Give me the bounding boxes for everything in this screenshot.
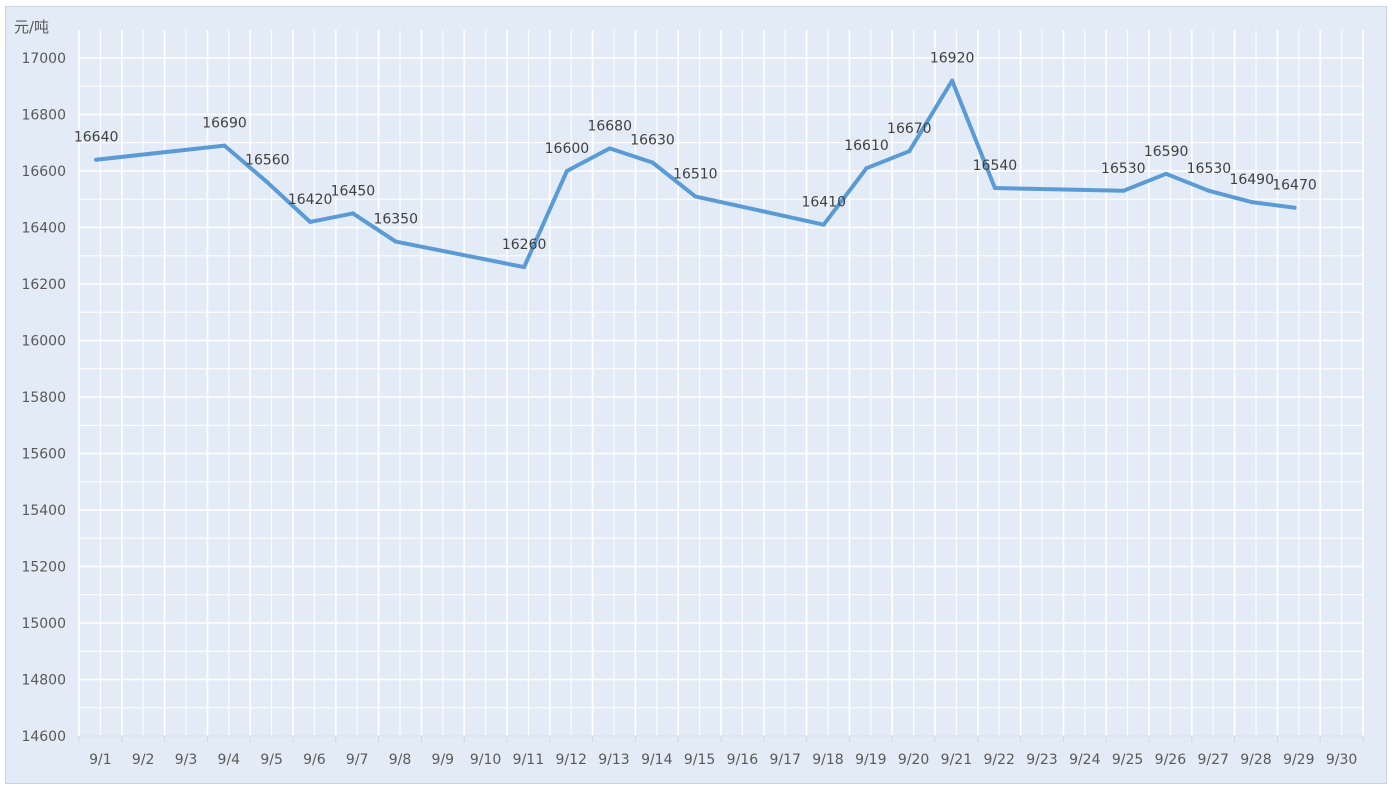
x-tick-label: 9/29 — [1283, 752, 1314, 768]
data-point — [564, 169, 569, 173]
data-label: 16640 — [74, 130, 119, 146]
x-tick-label: 9/14 — [641, 752, 673, 768]
data-point — [992, 185, 997, 190]
data-label: 16470 — [1272, 178, 1317, 194]
y-tick-label: 14800 — [21, 673, 66, 689]
x-tick-label: 9/19 — [855, 752, 886, 768]
x-tick-label: 9/5 — [260, 752, 283, 768]
x-tick-label: 9/7 — [346, 752, 369, 768]
x-tick-label: 9/25 — [1112, 752, 1143, 768]
data-point — [393, 239, 398, 244]
y-tick-label: 15000 — [21, 616, 66, 632]
x-tick-label: 9/8 — [389, 752, 412, 768]
x-tick-label: 9/22 — [983, 752, 1014, 768]
data-label: 16420 — [288, 192, 333, 208]
line-chart: 14600 14800 15000 15200 15400 15600 15800 16000… — [14, 18, 1364, 768]
x-tick-label: 9/30 — [1326, 752, 1357, 768]
data-label: 16530 — [1187, 161, 1232, 177]
x-tick-label: 9/16 — [727, 752, 759, 768]
data-label: 16560 — [245, 152, 290, 168]
y-tick-label: 15200 — [21, 560, 66, 576]
x-tick-label: 9/10 — [470, 752, 501, 768]
x-tick-label: 9/12 — [555, 752, 586, 768]
x-tick-label: 9/2 — [132, 752, 155, 768]
data-point — [1249, 200, 1254, 205]
x-tick-label: 9/21 — [941, 752, 972, 768]
data-point — [607, 146, 612, 151]
x-tick-label: 9/17 — [769, 752, 800, 768]
data-label: 16680 — [587, 118, 632, 134]
data-point — [1206, 188, 1211, 193]
x-tick-label: 9/9 — [432, 752, 455, 768]
data-label: 16450 — [331, 183, 376, 199]
data-point — [650, 160, 655, 165]
x-tick-label: 9/6 — [303, 752, 326, 768]
data-label: 16510 — [673, 166, 718, 182]
x-tick-label: 9/4 — [218, 752, 241, 768]
x-tick-label: 9/13 — [598, 752, 629, 768]
y-tick-label: 16000 — [21, 334, 66, 350]
data-label: 16610 — [844, 138, 889, 154]
series-layer — [94, 78, 1297, 270]
y-tick-label: 17000 — [21, 51, 66, 67]
axis-layer: 14600 14800 15000 15200 15400 15600 15800 16000… — [21, 51, 1364, 768]
data-point — [693, 194, 698, 199]
y-tick-label: 16400 — [21, 221, 66, 237]
y-axis-unit-label: 元/吨 — [14, 18, 49, 36]
data-point — [222, 143, 227, 148]
data-label: 16630 — [630, 133, 675, 149]
y-tick-label: 16200 — [21, 277, 66, 293]
data-label: 16260 — [502, 237, 547, 253]
data-point — [308, 219, 313, 224]
grid-layer — [78, 30, 1364, 737]
y-tick-label: 15800 — [21, 390, 66, 406]
data-point — [265, 180, 270, 185]
y-tick-label: 16600 — [21, 164, 66, 180]
x-tick-label: 9/3 — [175, 752, 198, 768]
y-tick-label: 15600 — [21, 447, 66, 463]
chart-frame: 14600 14800 15000 15200 15400 15600 15800 16000… — [5, 6, 1387, 784]
data-label: 16350 — [373, 212, 418, 228]
data-point — [907, 149, 912, 154]
data-point — [1292, 205, 1297, 210]
y-tick-label: 14600 — [21, 729, 66, 745]
data-point — [821, 222, 826, 227]
data-label: 16920 — [930, 51, 975, 67]
y-tick-label: 16800 — [21, 108, 66, 124]
x-tick-label: 9/27 — [1197, 752, 1228, 768]
data-point — [1164, 171, 1169, 176]
data-label: 16530 — [1101, 161, 1146, 177]
data-point — [94, 157, 99, 162]
x-tick-label: 9/24 — [1069, 752, 1101, 768]
y-tick-label: 15400 — [21, 503, 66, 519]
x-tick-label: 9/1 — [89, 752, 112, 768]
data-point — [522, 265, 527, 270]
data-label: 16600 — [545, 141, 590, 157]
data-label: 16670 — [887, 121, 932, 137]
data-label: 16690 — [202, 116, 247, 132]
data-label: 16590 — [1144, 144, 1189, 160]
data-point — [350, 211, 355, 216]
x-tick-label: 9/28 — [1240, 752, 1271, 768]
x-tick-label: 9/15 — [684, 752, 715, 768]
x-tick-label: 9/20 — [898, 752, 929, 768]
x-tick-label: 9/18 — [812, 752, 843, 768]
data-label: 16490 — [1229, 172, 1274, 188]
x-tick-label: 9/26 — [1155, 752, 1187, 768]
x-tick-label: 9/23 — [1026, 752, 1057, 768]
x-tick-label: 9/11 — [513, 752, 544, 768]
data-label: 16540 — [973, 158, 1018, 174]
data-point — [1121, 188, 1126, 193]
data-label: 16410 — [801, 195, 846, 211]
data-point — [864, 166, 869, 171]
data-point — [950, 78, 955, 83]
